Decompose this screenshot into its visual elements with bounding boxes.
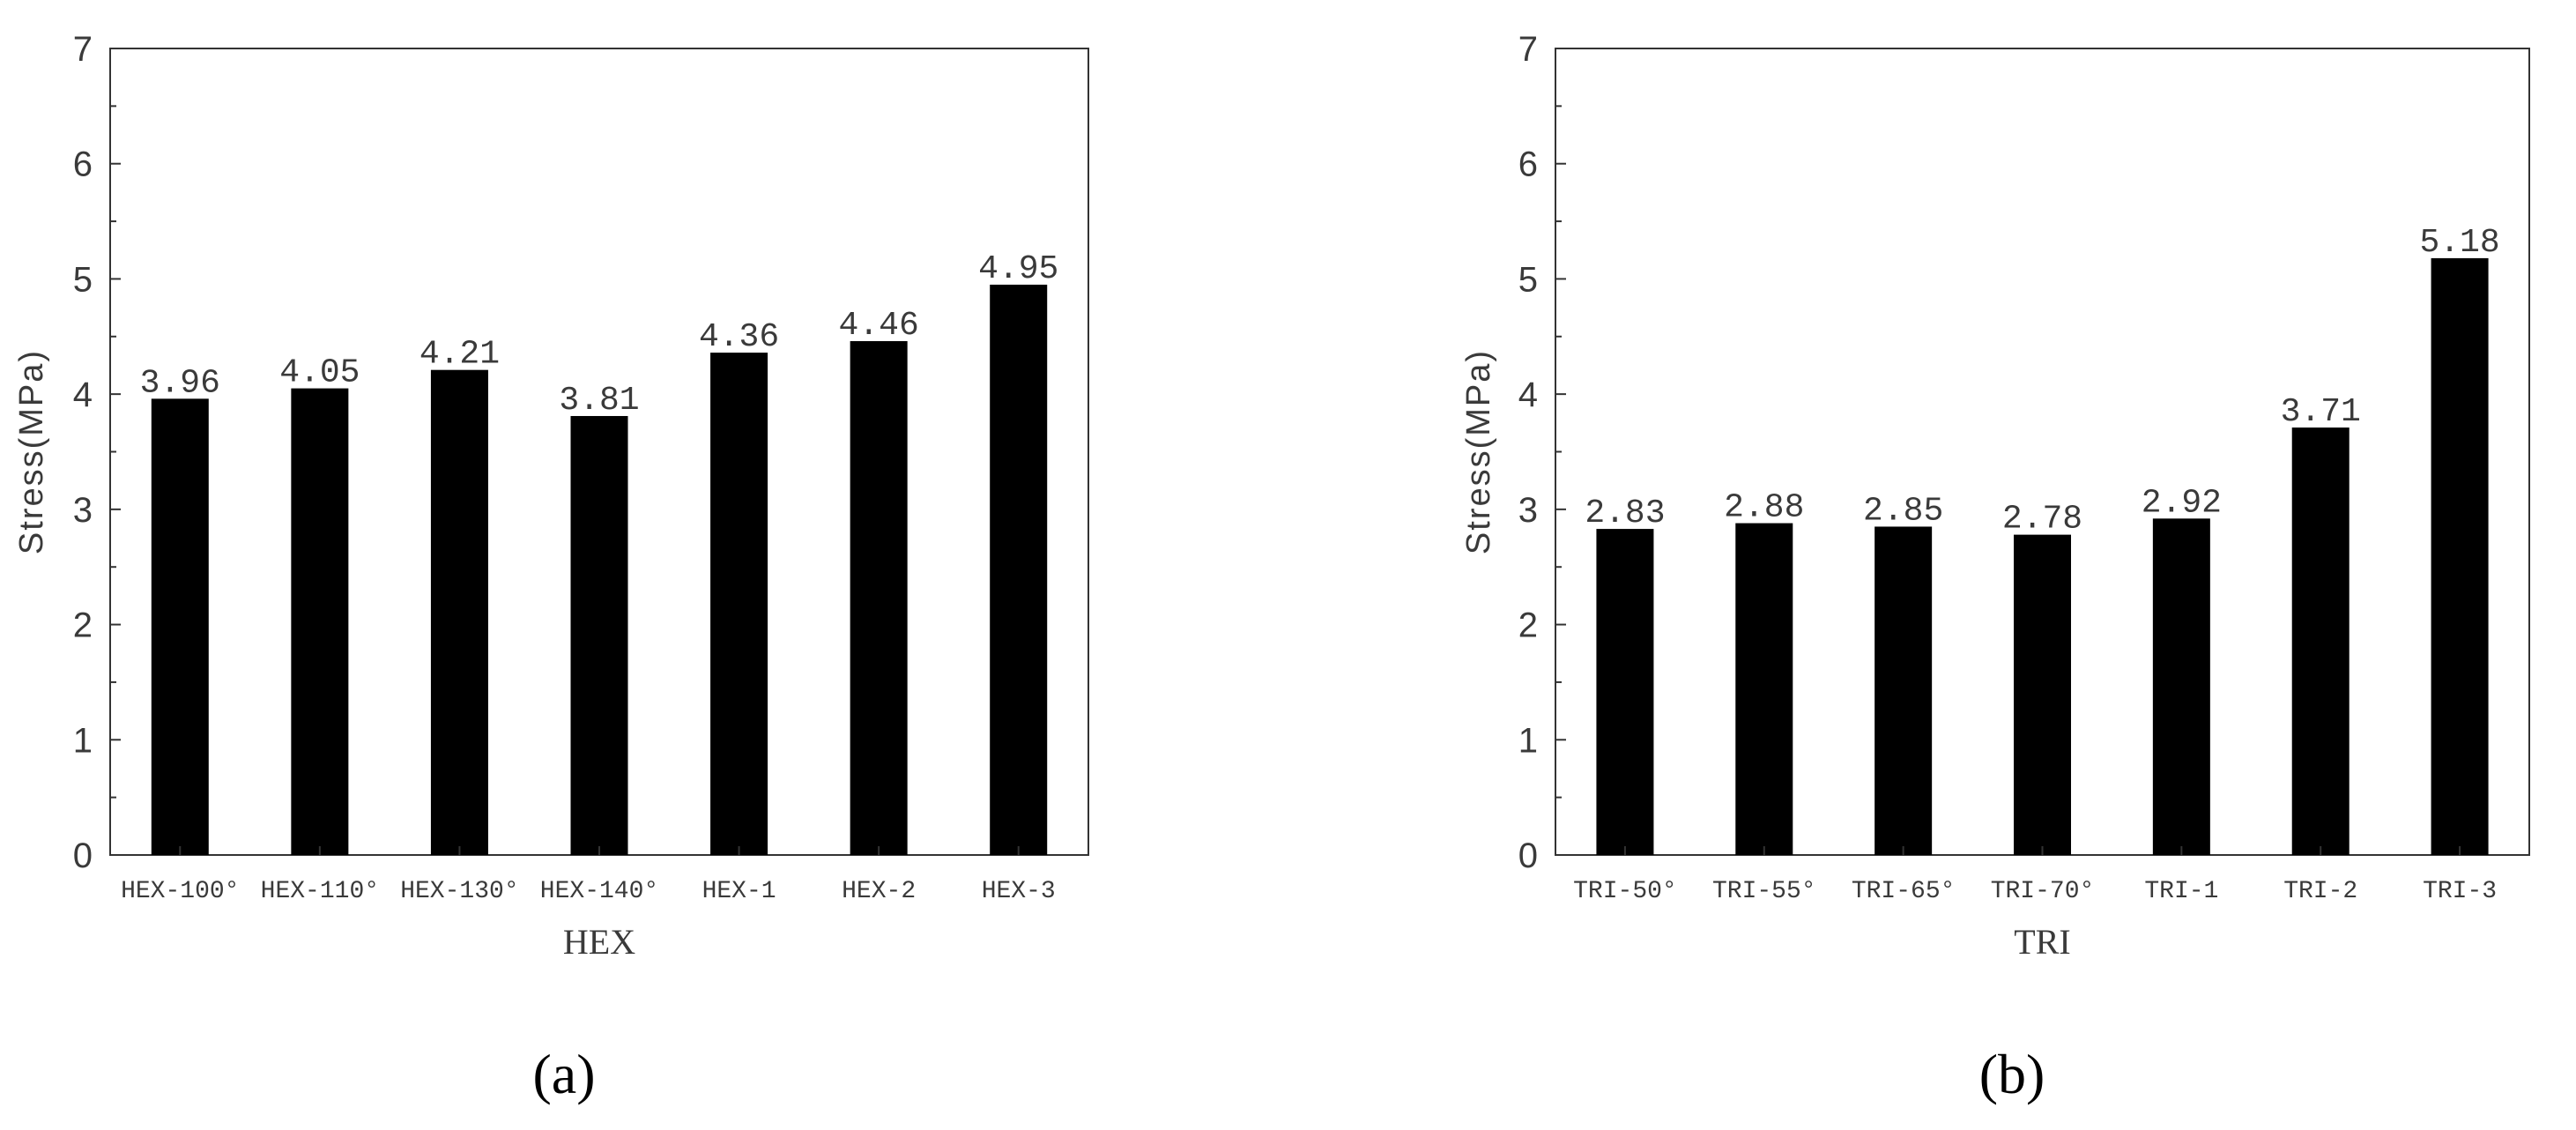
y-axis-label: Stress(MPa) [13,349,50,554]
bar [1596,529,1654,855]
bar [990,284,1048,855]
x-tick-label: TRI-1 [2144,878,2218,905]
bar [1874,526,1933,855]
x-tick-label: HEX-3 [982,878,1056,905]
data-label: 3.81 [559,382,639,420]
x-tick-label: HEX-2 [842,878,916,905]
y-tick-label: 6 [73,145,93,184]
y-tick-label: 6 [1518,145,1538,184]
data-label: 2.78 [2002,501,2082,539]
x-tick-label: TRI-65° [1852,878,1956,905]
y-tick-label: 0 [73,836,93,875]
y-tick-label: 1 [1518,721,1538,760]
data-label: 5.18 [2419,224,2499,262]
y-tick-label: 5 [1518,260,1538,299]
x-tick-label: TRI-2 [2283,878,2357,905]
panel-label: (a) [532,1043,595,1105]
x-tick-label: HEX-130° [400,878,518,905]
x-tick-label: TRI-50° [1573,878,1677,905]
y-tick-label: 7 [73,30,93,69]
data-label: 2.83 [1585,494,1665,532]
data-label: 3.71 [2281,393,2361,431]
data-label: 2.85 [1863,492,1943,530]
data-label: 3.96 [140,364,220,402]
data-label: 4.46 [839,307,919,345]
bar [1735,523,1793,855]
y-tick-label: 5 [73,260,93,299]
data-label: 4.05 [279,354,360,392]
x-axis-label: HEX [563,922,635,962]
y-axis-label: Stress(MPa) [1460,349,1497,554]
x-tick-label: HEX-110° [261,878,379,905]
data-label: 2.92 [2142,484,2222,522]
bar [850,341,908,855]
y-tick-label: 4 [1518,375,1538,414]
bar [570,415,628,855]
bar [2014,534,2071,855]
y-tick-label: 3 [73,491,93,530]
chart-panel-b: 0 1 2 3 4 5 6 7 2.83 TRI-50° 2.88 TRI-55° 2.85 TRI-65… [1460,30,2530,1105]
x-tick-label: HEX-100° [121,878,239,905]
x-tick-label: TRI-55° [1712,878,1816,905]
y-tick-label: 4 [73,375,93,414]
x-tick-label: TRI-3 [2423,878,2497,905]
bar [2291,427,2350,855]
x-axis-label: TRI [2014,922,2070,962]
bar [710,353,768,856]
data-label: 4.36 [699,318,779,356]
bar [151,398,209,855]
bar [2152,518,2210,855]
bar [430,369,488,855]
panel-label: (b) [1979,1043,2045,1105]
data-label: 4.95 [978,250,1058,288]
chart-panel-a: 0 1 2 3 4 5 6 7 3.96 HEX-100° 4.05 HEX-110° 4.21 HEX-… [13,30,1089,1105]
bar [2431,257,2489,855]
y-tick-label: 7 [1518,30,1538,69]
x-tick-label: HEX-1 [702,878,776,905]
data-label: 2.88 [1724,489,1804,527]
y-tick-label: 1 [73,721,93,760]
x-tick-label: TRI-70° [1991,878,2095,905]
x-tick-label: HEX-140° [540,878,658,905]
y-tick-label: 2 [73,606,93,645]
y-tick-label: 2 [1518,606,1538,645]
data-label: 4.21 [419,336,500,374]
y-tick-label: 0 [1518,836,1538,875]
bar [291,388,349,855]
y-tick-label: 3 [1518,491,1538,530]
